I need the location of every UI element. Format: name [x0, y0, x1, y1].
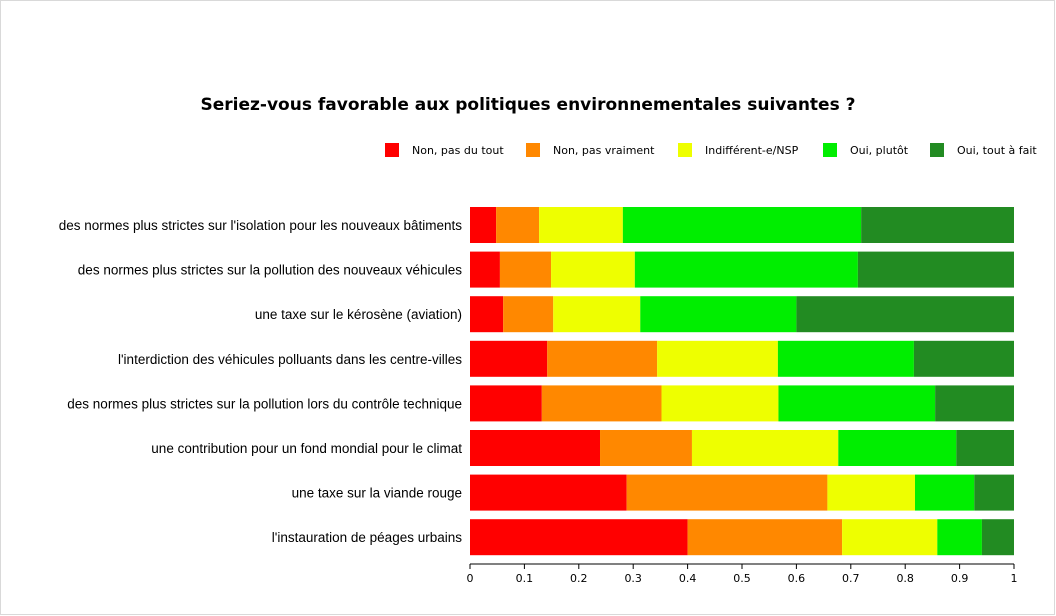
bar-segment-6-3	[691, 430, 839, 466]
category-label-5: des normes plus strictes sur la pollutio…	[67, 396, 462, 411]
x-tick-label-4: 0.4	[679, 572, 697, 585]
legend-swatch-4	[823, 143, 837, 157]
category-label-7: une taxe sur la viande rouge	[292, 486, 462, 501]
bar-segment-8-4	[937, 519, 982, 556]
bar-segment-3-4	[640, 296, 797, 333]
bar-segment-4-5	[913, 340, 1014, 377]
bar-segment-1-2	[496, 207, 540, 243]
x-tick-label-3: 0.3	[624, 572, 642, 585]
bar-segment-7-1	[470, 474, 627, 511]
x-tick-label-2: 0.2	[570, 572, 588, 585]
category-label-6: une contribution pour un fond mondial po…	[151, 441, 462, 456]
bar-segment-3-5	[796, 296, 1014, 333]
bar-segment-7-5	[974, 474, 1014, 511]
legend: Non, pas du tout Non, pas vraiment Indiffé…	[385, 143, 1037, 157]
x-tick-label-9: 0.9	[951, 572, 969, 585]
x-tick-label-5: 0.5	[733, 572, 751, 585]
bar-segment-5-1	[470, 385, 542, 422]
bar-segment-3-1	[470, 296, 504, 333]
x-axis: 0 0.1 0.2 0.3 0.4 0.5 0.6 0.7 0.8 0.9 1	[467, 563, 1018, 585]
legend-swatch-5	[930, 143, 944, 157]
bar-segment-5-3	[661, 385, 779, 422]
bar-segment-4-4	[777, 340, 914, 377]
bar-segment-1-1	[470, 207, 497, 243]
category-label-8: l'instauration de péages urbains	[272, 530, 462, 545]
bar-segment-6-2	[600, 430, 692, 466]
category-label-2: des normes plus strictes sur la pollutio…	[78, 263, 462, 278]
bar-segment-4-1	[470, 340, 548, 377]
bar-segment-7-2	[626, 474, 828, 511]
bar-segment-6-5	[956, 430, 1014, 466]
x-tick-label-8: 0.8	[896, 572, 914, 585]
bar-segment-1-5	[861, 207, 1014, 243]
bar-segment-4-2	[547, 340, 658, 377]
bar-segment-8-5	[981, 519, 1014, 556]
bar-segment-5-5	[935, 385, 1014, 422]
category-label-4: l'interdiction des véhicules polluants d…	[118, 352, 462, 367]
bar-segment-3-2	[503, 296, 554, 333]
x-tick-label-7: 0.7	[842, 572, 860, 585]
x-tick-label-0: 0	[467, 572, 474, 585]
category-label-3: une taxe sur le kérosène (aviation)	[255, 307, 462, 322]
bar-segment-8-1	[470, 519, 688, 556]
bar-segment-8-3	[842, 519, 938, 556]
bar-segment-5-4	[778, 385, 936, 422]
bar-segment-3-3	[553, 296, 641, 333]
bar-segment-2-4	[634, 251, 858, 288]
bars	[470, 207, 1014, 556]
bar-segment-2-2	[499, 251, 552, 288]
legend-swatch-3	[678, 143, 692, 157]
bar-segment-1-4	[622, 207, 862, 243]
x-tick-label-6: 0.6	[788, 572, 806, 585]
category-labels: des normes plus strictes sur l'isolation…	[59, 218, 463, 545]
bar-segment-1-3	[539, 207, 623, 243]
bar-segment-8-2	[687, 519, 843, 556]
bar-segment-5-2	[541, 385, 662, 422]
x-tick-label-1: 0.1	[516, 572, 534, 585]
category-label-1: des normes plus strictes sur l'isolation…	[59, 218, 463, 233]
bar-segment-2-3	[551, 251, 635, 288]
bar-segment-2-5	[857, 251, 1014, 288]
legend-swatch-2	[526, 143, 540, 157]
legend-label-4: Oui, plutôt	[850, 144, 909, 157]
bar-segment-6-4	[838, 430, 957, 466]
x-tick-label-10: 1	[1011, 572, 1018, 585]
bar-segment-6-1	[470, 430, 601, 466]
legend-label-2: Non, pas vraiment	[553, 144, 655, 157]
legend-swatch-1	[385, 143, 399, 157]
legend-label-5: Oui, tout à fait	[957, 144, 1037, 157]
bar-segment-7-3	[827, 474, 915, 511]
legend-label-1: Non, pas du tout	[412, 144, 504, 157]
bar-segment-7-4	[914, 474, 975, 511]
chart-title: Seriez-vous favorable aux politiques env…	[201, 95, 856, 115]
bar-segment-2-1	[470, 251, 500, 288]
legend-label-3: Indifférent-e/NSP	[705, 144, 799, 157]
bar-segment-4-3	[657, 340, 778, 377]
